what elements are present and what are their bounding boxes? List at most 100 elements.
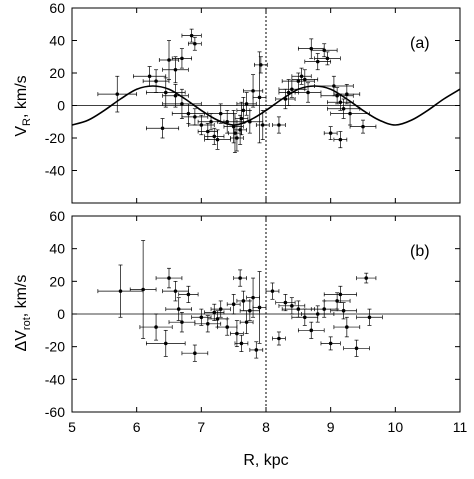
data-marker: [215, 137, 220, 142]
panel-a-data-point: [278, 80, 306, 98]
panel-a-data-point: [204, 127, 225, 145]
panel-a-data-point: [254, 56, 268, 74]
data-marker: [154, 325, 158, 329]
x-tick-label: 5: [68, 419, 76, 435]
data-marker: [299, 74, 304, 79]
panel-b-data-point: [297, 321, 325, 339]
data-marker: [206, 129, 210, 134]
data-marker: [176, 307, 181, 311]
x-tick-label: 9: [327, 419, 335, 435]
x-tick-label: 7: [197, 419, 205, 435]
data-marker: [225, 119, 229, 124]
x-tick-label: 11: [453, 419, 468, 435]
panel-b-data-point: [191, 308, 212, 326]
panel-a-data-point: [333, 131, 348, 149]
panel-a-data-point: [327, 98, 361, 119]
data-marker: [260, 123, 265, 127]
data-marker: [345, 92, 349, 96]
panel-a-data-point: [272, 116, 286, 134]
panel-b-data-point: [356, 308, 383, 326]
panel-b-data-point: [165, 297, 192, 321]
data-marker: [173, 93, 178, 98]
data-marker: [147, 74, 152, 79]
data-marker: [154, 79, 158, 83]
data-marker: [167, 58, 171, 62]
panel-a-data-point: [291, 69, 319, 90]
data-marker: [303, 315, 307, 320]
data-marker: [235, 136, 239, 140]
data-marker: [193, 41, 197, 46]
panel-b-y-tick-label: -60: [45, 404, 65, 420]
panel-b-data-point: [234, 334, 249, 352]
panel-b-data-point: [323, 285, 357, 303]
panel-a-data-point: [204, 129, 231, 150]
data-marker: [160, 126, 165, 131]
panel-a-data-point: [255, 110, 270, 140]
panel-b-data-point: [246, 277, 260, 318]
panel-a: 60 40 20 0 -20 -40 (a) VR, km/s: [13, 0, 461, 204]
panel-a-data-point: [304, 53, 332, 71]
panel-b-data-point: [330, 302, 357, 320]
data-marker: [296, 79, 301, 83]
data-marker: [248, 119, 252, 124]
panel-a-data-point: [133, 66, 167, 87]
panel-a-label: (a): [410, 35, 430, 52]
data-marker: [186, 111, 191, 116]
data-marker: [277, 123, 281, 127]
data-marker: [296, 307, 301, 311]
panel-b-data-point: [217, 318, 238, 336]
panel-b-data-point: [310, 300, 338, 318]
data-marker: [244, 102, 249, 106]
panel-a-data-point: [162, 56, 189, 84]
panel-a-data-point: [333, 84, 361, 105]
data-marker: [215, 317, 220, 321]
data-marker: [173, 289, 178, 293]
panel-b-data-point: [333, 316, 361, 338]
data-marker: [163, 90, 168, 95]
panel-a-y-label-sub: R: [21, 118, 33, 126]
panel-b-data-point: [320, 336, 341, 351]
panel-b-data-point: [301, 305, 335, 323]
data-marker: [348, 111, 352, 116]
panel-a-data-point: [314, 51, 341, 66]
data-marker: [283, 97, 288, 101]
panel-b-data-point: [139, 313, 173, 341]
panel-b-data-point: [265, 282, 280, 300]
panel-a-data-point: [252, 51, 267, 144]
panel-a-y-tick-label: -40: [45, 163, 65, 179]
data-marker: [354, 346, 359, 351]
panel-a-y-axis-label: VR, km/s: [13, 75, 33, 136]
panel-a-data-point: [162, 88, 202, 119]
panel-a-data-point: [323, 126, 338, 140]
panel-b-data-point: [356, 272, 377, 284]
data-marker: [167, 276, 171, 280]
data-marker: [199, 123, 204, 127]
panel-b: 60 40 20 0 -20 -40 -60 5 6 7 8 9 10 11 (b) ΔVrot, km…: [13, 208, 467, 469]
panel-b-x-ticks: 5 6 7 8 9 10 11: [68, 216, 467, 435]
data-marker: [180, 56, 184, 61]
panel-b-data-point: [178, 285, 199, 303]
data-marker: [141, 287, 145, 292]
panel-b-y-label-sub: rot: [21, 317, 33, 330]
panel-a-data-point: [320, 87, 354, 105]
x-tick-label: 8: [262, 419, 270, 435]
panel-a-data-point: [171, 48, 192, 69]
x-axis-label: R, kpc: [243, 452, 288, 469]
panel-a-points: [97, 28, 377, 153]
data-marker: [257, 95, 262, 100]
data-marker: [361, 124, 365, 129]
data-marker: [338, 292, 343, 297]
panel-a-y-tick-label: 60: [49, 0, 65, 16]
panel-b-y-label-main: ΔV: [13, 330, 30, 352]
data-marker: [290, 304, 294, 308]
panel-a-y-tick-label: 40: [49, 33, 65, 49]
data-marker: [218, 307, 223, 311]
data-marker: [277, 336, 281, 341]
data-marker: [286, 90, 291, 95]
panel-a-data-point: [291, 67, 312, 85]
data-marker: [259, 63, 263, 67]
panel-a-data-point: [310, 43, 338, 58]
panel-a-y-tick-label: -20: [45, 130, 65, 146]
data-marker: [225, 325, 229, 329]
